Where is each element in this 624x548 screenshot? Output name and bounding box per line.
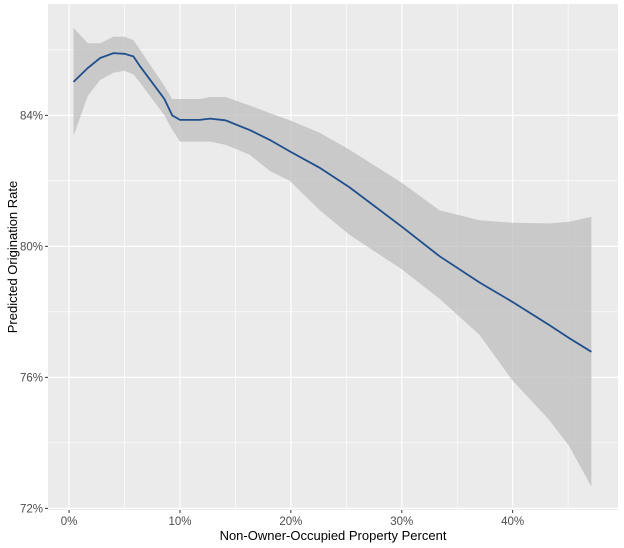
y-tick-label: 84% (20, 110, 43, 122)
y-tick-label: 76% (20, 372, 43, 384)
x-tick-label: 30% (390, 516, 413, 528)
x-tick-label: 20% (279, 516, 302, 528)
x-tick-label: 40% (501, 516, 524, 528)
y-tick-label: 80% (20, 241, 43, 253)
y-tick-label: 72% (20, 503, 43, 515)
fitted-line (72, 52, 592, 353)
x-tick-label: 0% (61, 516, 78, 528)
axis-ticks: 0% 10% 20% 30% 40% 72% 76% 80% 84% (20, 110, 524, 528)
x-tick-label: 10% (168, 516, 191, 528)
y-axis-title: Predicted Origination Rate (5, 181, 20, 333)
x-axis-title: Non-Owner-Occupied Property Percent (220, 528, 447, 543)
confidence-ribbon (73, 27, 592, 487)
